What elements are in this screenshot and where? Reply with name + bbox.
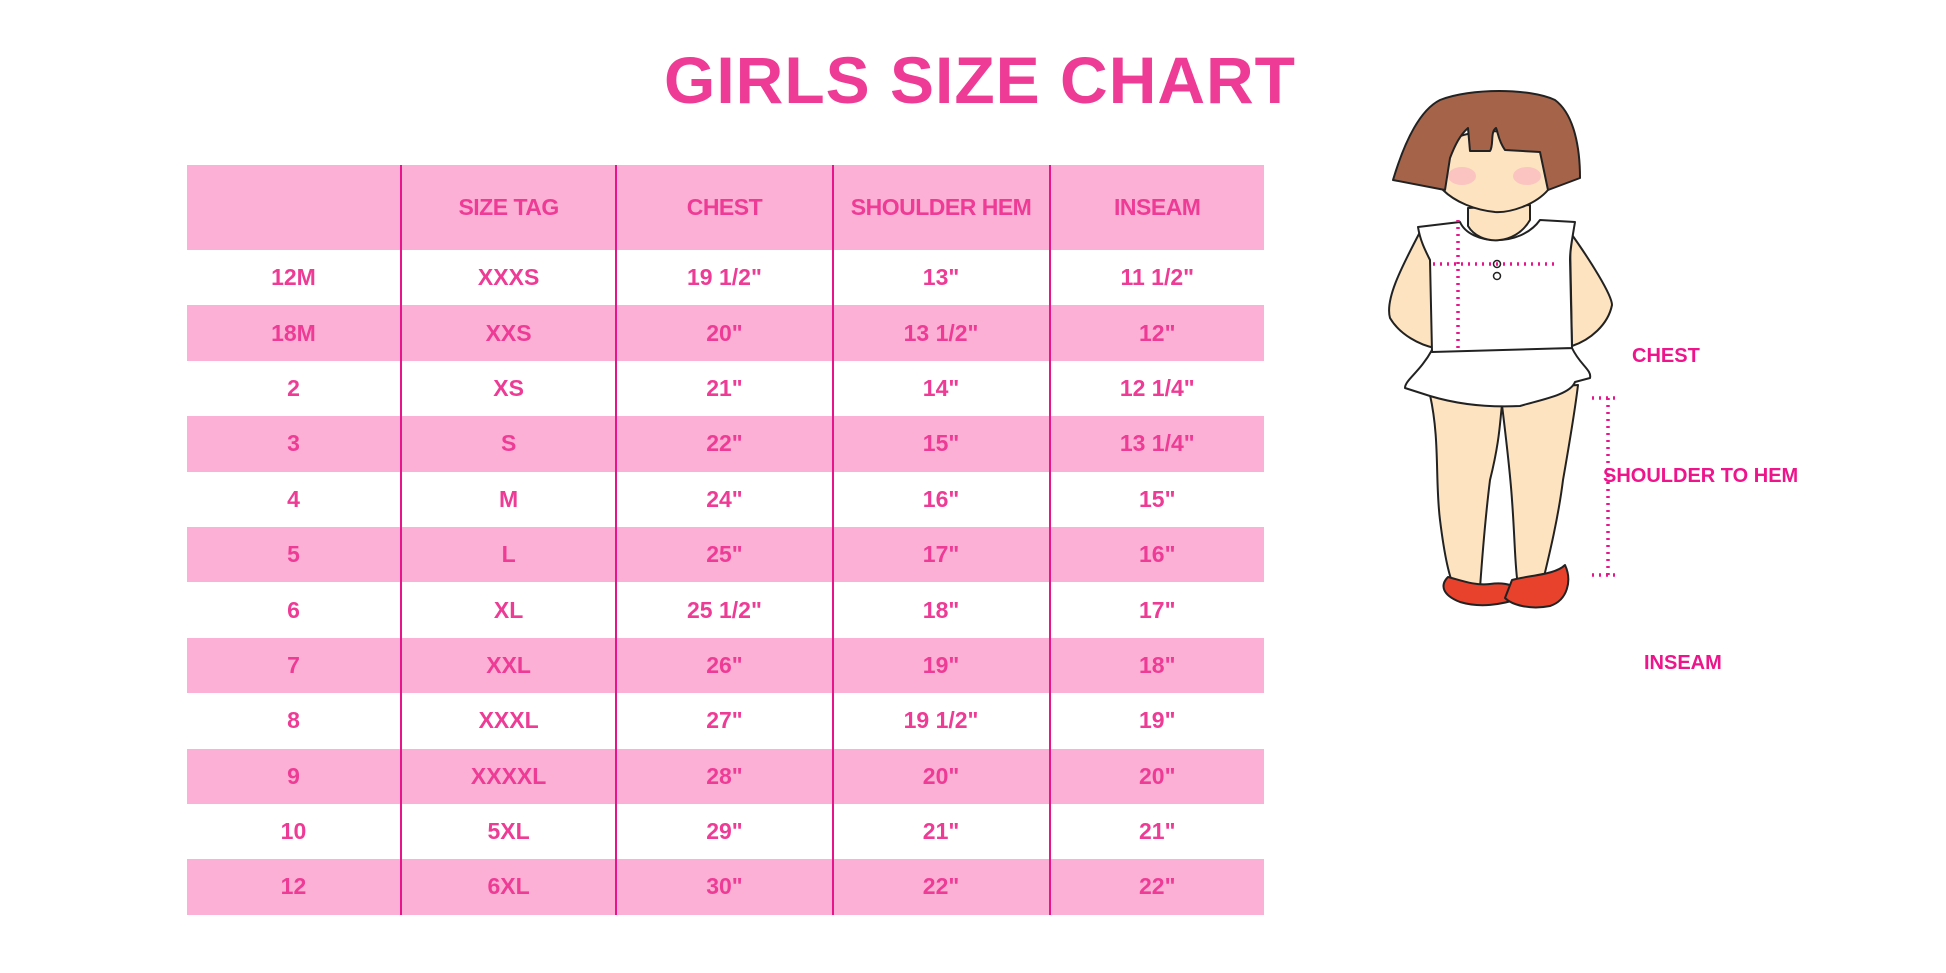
table-row: 6 XL 25 1/2" 18" 17"	[187, 582, 1264, 638]
table-cell: 18M	[187, 305, 401, 361]
table-cell: 5	[187, 526, 401, 583]
table-cell: 19"	[1048, 693, 1264, 749]
chest-label: CHEST	[1632, 345, 1700, 367]
table-cell: M	[399, 471, 617, 527]
table-cell: 17"	[831, 526, 1050, 583]
table-cell: 11 1/2"	[1048, 250, 1264, 306]
table-row: 3 S 22" 15" 13 1/4"	[187, 416, 1264, 472]
table-cell: 19 1/2"	[831, 693, 1050, 749]
table-row: 10 5XL 29" 21" 21"	[187, 803, 1264, 860]
table-cell: 10	[280, 818, 307, 845]
table-cell: 12 1/4"	[1048, 360, 1264, 417]
table-cell: XS	[399, 360, 617, 417]
table-cell: 29"	[615, 803, 833, 860]
table-cell: 12"	[1048, 305, 1264, 361]
column-header	[187, 165, 401, 250]
right-arm	[1569, 231, 1613, 347]
right-shoe	[1504, 564, 1570, 609]
table-cell: 20"	[615, 305, 833, 361]
legs	[1429, 384, 1579, 589]
table-cell: 22"	[615, 416, 833, 472]
table-row: 8 XXXL 27" 19 1/2" 19"	[187, 693, 1264, 749]
table-cell: XXS	[399, 305, 617, 361]
column-header: SIZE TAG	[399, 165, 617, 250]
table-row: 7 XXL 26" 19" 18"	[187, 637, 1264, 694]
table-cell: 30"	[615, 859, 833, 915]
table-row: 9 XXXXL 28" 20" 20"	[187, 748, 1264, 804]
table-cell: 2	[287, 374, 300, 401]
left-arm	[1388, 231, 1436, 349]
table-cell: 20"	[831, 748, 1050, 804]
table-cell: 16"	[831, 471, 1050, 527]
table-cell: 19"	[831, 637, 1050, 694]
table-cell: 7	[187, 637, 401, 694]
page-title: GIRLS SIZE CHART	[663, 43, 1296, 117]
table-row: 18M XXS 20" 13 1/2" 12"	[187, 305, 1264, 361]
table-cell: 19 1/2"	[615, 250, 833, 306]
neck	[1467, 204, 1531, 242]
table-row: 4 M 24" 16" 15"	[187, 471, 1264, 527]
table-cell: XXL	[399, 637, 617, 694]
table-cell: 3	[187, 416, 401, 472]
table-cell: 15"	[1048, 471, 1264, 527]
table-cell: 13"	[831, 250, 1050, 306]
table-cell: XXXS	[399, 250, 617, 306]
table-cell: 18"	[1048, 637, 1264, 694]
table-cell: 15"	[831, 416, 1050, 472]
table-cell: 24"	[615, 471, 833, 527]
table-cell: 13 1/4"	[1048, 416, 1264, 472]
table-row: 2 XS 21" 14" 12 1/4"	[187, 360, 1264, 417]
table-cell: 18"	[831, 582, 1050, 638]
table-cell: 27"	[615, 693, 833, 749]
ruffle-skirt	[1404, 347, 1592, 408]
column-header: SHOULDER HEM	[831, 165, 1050, 250]
table-cell: 25 1/2"	[615, 582, 833, 638]
table-row: 12M XXXS 19 1/2" 13" 11 1/2"	[187, 250, 1264, 306]
table-cell: 20"	[1048, 748, 1264, 804]
table-cell: 5XL	[399, 803, 617, 860]
column-header: INSEAM	[1048, 165, 1264, 250]
table-cell: 22"	[1048, 859, 1264, 915]
table-cell: 12M	[271, 264, 316, 291]
hair	[1392, 90, 1581, 191]
table-cell: 9	[187, 748, 401, 804]
table-cell: 26"	[615, 637, 833, 694]
table-row: 12 6XL 30" 22" 22"	[187, 859, 1264, 915]
table-cell: L	[399, 526, 617, 583]
table-row: 5 L 25" 17" 16"	[187, 526, 1264, 583]
table-cell: XL	[399, 582, 617, 638]
table-cell: 13 1/2"	[831, 305, 1050, 361]
shoulder-to-hem-label: SHOULDER TO HEM	[1603, 465, 1799, 487]
table-cell: 8	[287, 707, 300, 734]
table-cell: 16"	[1048, 526, 1264, 583]
table-cell: 4	[287, 485, 300, 512]
table-cell: 12	[187, 859, 401, 915]
table-cell: 25"	[615, 526, 833, 583]
table-cell: XXXXL	[399, 748, 617, 804]
inseam-label: INSEAM	[1644, 652, 1722, 674]
table-cell: 21"	[831, 803, 1050, 860]
table-cell: XXXL	[399, 693, 617, 749]
table-cell: 22"	[831, 859, 1050, 915]
table-cell: 17"	[1048, 582, 1264, 638]
table-cell: 21"	[1048, 803, 1264, 860]
table-cell: 28"	[615, 748, 833, 804]
table-header-row: SIZE TAG CHEST SHOULDER HEM INSEAM	[187, 165, 1264, 250]
table-cell: 21"	[615, 360, 833, 417]
size-chart-table: SIZE TAG CHEST SHOULDER HEM INSEAM 12M XXXS 1…	[187, 165, 1264, 915]
table-cell: S	[399, 416, 617, 472]
table-cell: 14"	[831, 360, 1050, 417]
table-cell: 6XL	[399, 859, 617, 915]
table-cell: 6	[287, 596, 300, 623]
column-header: CHEST	[615, 165, 833, 250]
